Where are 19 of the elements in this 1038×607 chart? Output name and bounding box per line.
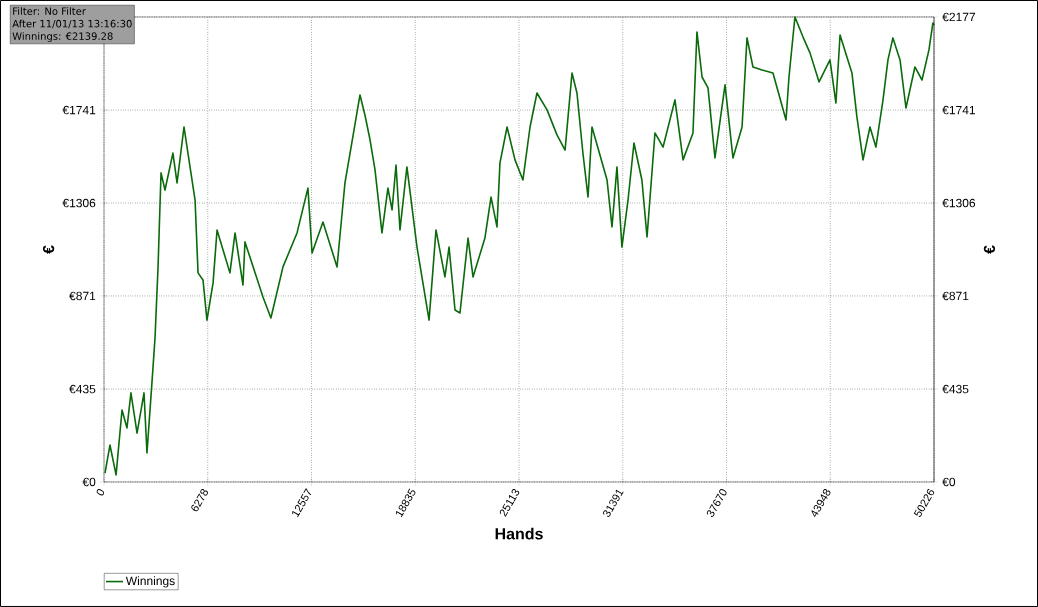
y-axis-title: € bbox=[42, 245, 55, 254]
annotation: Winnings: €2139.28 bbox=[12, 32, 113, 42]
y2-tick-label: €2177 bbox=[942, 12, 975, 22]
y2-tick-label: €871 bbox=[942, 291, 969, 301]
text: Filter: No Filter bbox=[13, 7, 86, 15]
y2-tick-label: €435 bbox=[942, 384, 969, 394]
annotation: After 11/01/13 13:16:30 bbox=[12, 19, 132, 29]
y-tick-label: €1306 bbox=[62, 198, 96, 208]
y2-tick-label: €0 bbox=[942, 477, 956, 487]
y2-tick-label: €1306 bbox=[942, 198, 976, 208]
y-tick-label: €1741 bbox=[62, 105, 96, 115]
x-tick-label: 0 bbox=[96, 489, 105, 496]
y2-axis-title: € bbox=[983, 245, 996, 254]
x-axis-title: Hands bbox=[495, 527, 543, 540]
legend-label: Winnings bbox=[125, 576, 175, 588]
y-tick-label: €435 bbox=[69, 384, 96, 394]
y2-tick-label: €1741 bbox=[942, 105, 975, 115]
y-tick-label: €871 bbox=[69, 291, 96, 301]
y-tick-label: €0 bbox=[82, 477, 96, 487]
